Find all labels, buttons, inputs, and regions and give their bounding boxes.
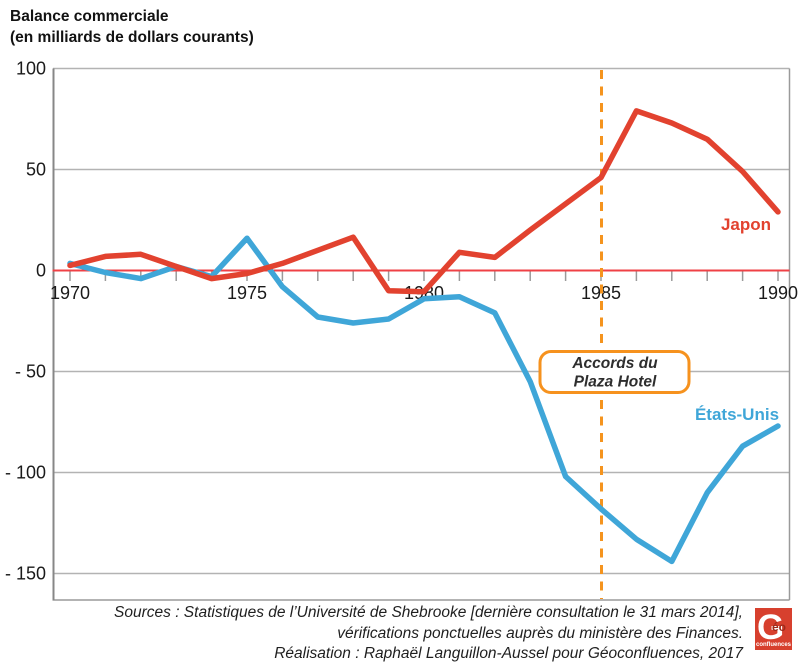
japan-series-label: Japon — [721, 215, 771, 234]
series-line-japan — [67, 108, 781, 295]
plaza-annotation-line1: Accords du — [571, 355, 658, 372]
x-axis-label-1990: 1990 — [758, 283, 798, 303]
source-line-3: Réalisation : Raphaël Languillon-Aussel … — [274, 645, 743, 662]
x-axis-label-1970: 1970 — [50, 283, 90, 303]
y-axis-label-50: 50 — [26, 160, 46, 180]
source-line-2: vérifications ponctuelles auprès du mini… — [337, 624, 743, 642]
source-credit: Sources : Statistiques de l’Université d… — [114, 603, 743, 665]
y-axis-label--50: - 50 — [15, 362, 46, 382]
plaza-annotation-box — [538, 350, 691, 394]
logo-confluences-text: confluences — [755, 642, 791, 648]
y-axis-label--150: - 150 — [5, 564, 46, 584]
logo-letters-eo: éo — [772, 620, 787, 634]
us-series-label: États-Unis — [695, 405, 779, 424]
chart-plot-area: 19701975198019851990100500- 50- 100- 150 — [5, 59, 798, 601]
chart-title: Balance commerciale — [10, 8, 169, 25]
y-axis-label--100: - 100 — [5, 463, 46, 483]
geoconfluences-logo: G éo confluences — [755, 608, 792, 650]
x-axis-label-1975: 1975 — [227, 283, 267, 303]
chart-subtitle: (en milliards de dollars courants) — [10, 29, 254, 46]
chart-title-block: Balance commerciale (en milliards de dol… — [10, 6, 254, 48]
logo-letter-g: G — [757, 608, 785, 647]
plaza-annotation: Accords du Plaza Hotel — [538, 350, 691, 394]
source-line-1: Sources : Statistiques de l’Université d… — [114, 604, 743, 621]
y-axis-label-0: 0 — [36, 261, 46, 281]
plaza-annotation-line2: Plaza Hotel — [574, 374, 657, 391]
y-axis-label-100: 100 — [16, 59, 46, 79]
